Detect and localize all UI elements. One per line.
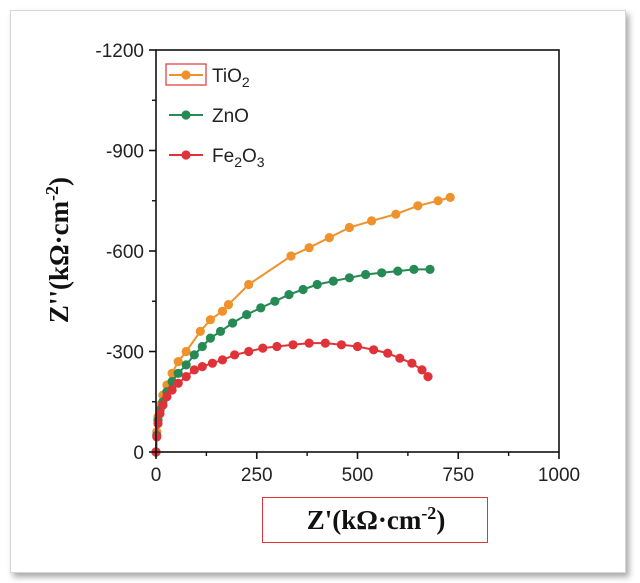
data-point-ZnO [361,269,371,280]
legend-label-TiO2: TiO2 [212,66,250,90]
data-point-Fe2O3 [423,372,433,382]
data-point-ZnO [344,273,354,283]
data-point-ZnO [228,318,238,328]
data-point-Fe2O3 [369,345,379,355]
series-layer [151,192,455,457]
x-tick-label: 0 [151,465,162,486]
data-point-ZnO [312,279,322,290]
legend: TiO2 ZnO Fe2O3 [169,66,265,170]
data-point-Fe2O3 [288,340,298,350]
data-point-ZnO [173,368,183,378]
data-point-ZnO [425,264,435,274]
data-point-Fe2O3 [244,346,254,357]
data-point-TiO2 [217,306,228,316]
data-point-Fe2O3 [304,338,314,348]
y-tick-label: 0 [133,443,144,464]
x-tick-label: 1000 [538,465,580,486]
y-tick-label: -1200 [95,41,144,62]
data-point-ZnO [298,284,308,295]
data-point-TiO2 [205,315,215,325]
data-point-Fe2O3 [162,392,172,402]
series-line-Fe2O3 [155,342,429,453]
data-point-ZnO [197,341,207,352]
data-point-TiO2 [344,222,354,233]
data-point-ZnO [393,266,403,276]
legend-item-ZnO: ZnO [169,106,249,127]
data-point-Fe2O3 [158,400,168,410]
data-point-ZnO [284,290,294,300]
data-point-Fe2O3 [417,365,427,375]
data-point-TiO2 [195,326,205,336]
data-point-Fe2O3 [167,385,177,395]
x-tick-label: 500 [342,465,374,486]
data-point-Fe2O3 [395,353,405,363]
data-point-TiO2 [244,279,254,290]
data-point-Fe2O3 [320,338,330,348]
data-point-TiO2 [304,243,314,253]
y-tick-label: -600 [106,242,144,263]
data-point-Fe2O3 [272,341,282,352]
data-point-Fe2O3 [207,358,217,368]
data-point-ZnO [242,310,252,320]
data-point-Fe2O3 [258,343,268,353]
legend-label-ZnO: ZnO [212,106,249,127]
chart-frame [10,10,626,573]
data-point-Fe2O3 [197,362,207,372]
data-point-Fe2O3 [352,341,363,352]
data-point-TiO2 [433,196,443,206]
data-point-TiO2 [413,201,423,211]
tick-layer: 0 250 500 750 1000 0 -300 -600 -900 -1200 [95,41,580,486]
y-tick-label: -300 [106,343,144,364]
data-point-Fe2O3 [173,378,183,388]
data-point-TiO2 [324,233,334,243]
data-point-Fe2O3 [336,340,346,350]
data-point-Fe2O3 [383,348,393,358]
data-point-Fe2O3 [153,418,163,429]
legend-item-TiO2: TiO2 [169,66,250,90]
data-point-ZnO [181,360,191,370]
legend-swatch-marker [181,110,191,120]
x-tick-label: 250 [241,465,273,486]
x-axis-title-highlight [262,497,488,543]
data-point-Fe2O3 [181,372,191,382]
series-line-TiO2 [155,196,451,453]
data-point-TiO2 [173,357,183,367]
data-point-TiO2 [445,192,455,202]
legend-highlight-box [165,63,207,86]
data-point-ZnO [377,268,387,278]
y-axis-title: Z''(kΩ·cm-2) [42,177,74,323]
data-point-ZnO [328,276,338,286]
x-tick-label: 750 [442,465,474,486]
data-point-TiO2 [181,346,191,357]
series-TiO2 [151,192,455,457]
data-point-ZnO [205,333,215,343]
data-point-TiO2 [391,209,401,219]
data-point-TiO2 [286,251,296,261]
data-point-ZnO [215,326,226,336]
legend-swatch-marker [181,70,191,80]
data-point-Fe2O3 [230,350,240,360]
data-point-ZnO [270,296,280,306]
data-point-Fe2O3 [155,408,165,419]
legend-swatch-marker [181,150,191,160]
x-axis-title: Z'(kΩ·cm-2) [307,503,446,535]
legend-item-Fe2O3: Fe2O3 [169,146,265,170]
data-point-ZnO [256,303,266,313]
y-tick-label: -900 [106,142,144,163]
data-point-Fe2O3 [407,358,417,368]
legend-label-Fe2O3: Fe2O3 [212,146,265,170]
data-point-TiO2 [367,216,377,226]
data-point-TiO2 [223,300,234,310]
data-point-ZnO [189,350,199,360]
series-Fe2O3 [151,338,433,457]
series-ZnO [151,264,435,457]
data-point-ZnO [409,264,419,274]
data-point-Fe2O3 [189,365,199,375]
data-point-Fe2O3 [217,355,228,365]
